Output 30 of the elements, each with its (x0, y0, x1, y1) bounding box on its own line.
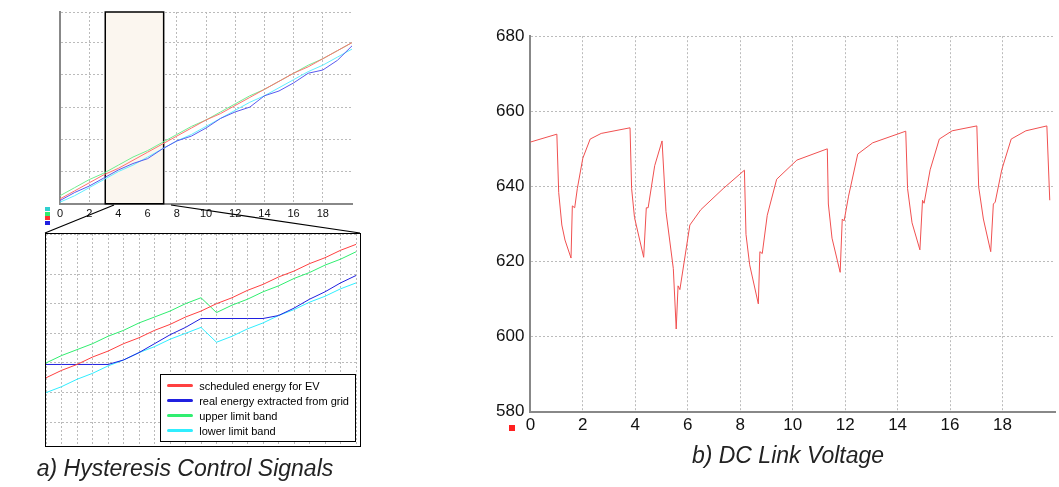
y-tick-label: 640 (495, 176, 525, 196)
y-tick-label: 620 (495, 251, 525, 271)
legend-label: real energy extracted from grid (199, 394, 349, 407)
x-tick-label: 8 (173, 207, 180, 220)
y-tick-label: 660 (495, 100, 525, 120)
x-tick-label: 4 (630, 415, 641, 435)
x-tick-label: 18 (993, 415, 1012, 435)
text: b) DC Link Voltage (691, 442, 885, 469)
legend-label: upper limit band (199, 409, 278, 422)
y-tick-label: 600 (495, 326, 525, 346)
x-tick-label: 18 (316, 207, 329, 220)
legend-label: lower limit band (199, 424, 276, 437)
x-tick-label: 10 (783, 415, 803, 435)
text: a) Hysteresis Control Signals (36, 455, 334, 482)
x-tick-label: 14 (258, 207, 271, 220)
x-tick-label: 14 (888, 415, 908, 435)
x-tick-label: 10 (199, 207, 213, 220)
x-tick-label: 0 (525, 415, 536, 435)
x-tick-label: 6 (683, 415, 693, 435)
x-tick-label: 8 (735, 415, 745, 435)
x-tick-label: 6 (144, 207, 151, 220)
x-tick-label: 16 (287, 207, 300, 220)
x-tick-label: 16 (940, 415, 960, 435)
x-tick-label: 2 (578, 415, 588, 435)
y-tick-label: 680 (495, 25, 525, 45)
legend-label: scheduled energy for EV (199, 379, 320, 392)
y-tick-label: 580 (495, 401, 525, 421)
x-tick-label: 4 (115, 207, 122, 220)
x-tick-label: 0 (56, 207, 64, 220)
x-tick-label: 12 (835, 415, 855, 435)
